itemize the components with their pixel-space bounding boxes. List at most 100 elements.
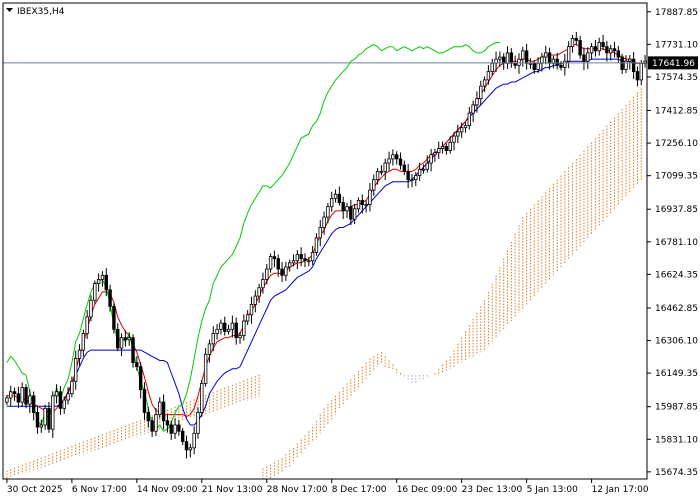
dropdown-triangle-icon[interactable] xyxy=(6,8,13,12)
candle-body xyxy=(536,62,540,70)
candle-body xyxy=(467,112,472,127)
candle-body xyxy=(85,316,89,334)
candle-body xyxy=(173,424,177,434)
candle-body xyxy=(108,289,112,307)
candle-body xyxy=(337,193,342,203)
candle-body xyxy=(318,227,322,239)
chikou-span-line xyxy=(6,42,500,432)
candle-body xyxy=(284,266,288,276)
candle-body xyxy=(9,391,13,399)
candle-body xyxy=(77,349,82,359)
candle-body xyxy=(215,328,219,334)
candle-body xyxy=(127,337,131,341)
candle-body xyxy=(471,104,475,114)
candle-body xyxy=(81,333,86,351)
candle-body xyxy=(333,193,338,199)
candle-body xyxy=(104,274,108,291)
candle-body xyxy=(509,52,514,64)
candle-body xyxy=(589,46,594,54)
candle-body xyxy=(624,60,628,70)
candle-body xyxy=(628,58,632,62)
kijun-sen-line xyxy=(6,58,646,426)
candle-body xyxy=(601,42,605,48)
plot-frame xyxy=(2,2,648,480)
candle-body xyxy=(93,283,97,301)
candle-body xyxy=(398,158,403,166)
x-tick-label: 6 Nov 17:00 xyxy=(72,485,127,495)
x-tick-label: 28 Nov 17:00 xyxy=(267,485,328,495)
candle-body xyxy=(280,268,284,276)
candle-body xyxy=(287,262,292,268)
candle-body xyxy=(192,432,196,449)
candle-body xyxy=(47,407,51,430)
candle-body xyxy=(482,79,487,87)
candle-body xyxy=(486,71,491,81)
candle-body xyxy=(559,64,563,68)
y-tick-label: 16149.35 xyxy=(655,369,698,379)
candle-body xyxy=(28,395,32,405)
candle-body xyxy=(513,62,517,66)
symbol-title: IBEX35,H4 xyxy=(17,7,65,17)
candle-body xyxy=(299,254,303,260)
candle-body xyxy=(364,204,368,207)
ichimoku-lines xyxy=(6,42,646,432)
candle-body xyxy=(574,37,579,41)
x-tick-label: 5 Jan 13:00 xyxy=(527,485,579,495)
candle-body xyxy=(43,407,47,426)
candle-body xyxy=(429,154,433,164)
candle-body xyxy=(303,258,307,262)
candle-body xyxy=(402,164,407,172)
x-tick-label: 23 Dec 13:00 xyxy=(462,485,523,495)
y-tick-label: 16781.10 xyxy=(655,238,698,248)
y-tick-label: 15987.85 xyxy=(655,403,698,413)
candle-body xyxy=(341,202,345,212)
candle-body xyxy=(391,154,395,160)
candle-body xyxy=(200,382,204,413)
candle-body xyxy=(406,170,410,181)
candle-body xyxy=(586,52,590,62)
candle-body xyxy=(566,46,571,62)
candle-body xyxy=(226,328,231,332)
y-tick-label: 17731.10 xyxy=(655,40,698,50)
candle-body xyxy=(211,333,215,345)
candle-body xyxy=(597,42,601,52)
current-price-badge: 17641.96 xyxy=(648,56,698,70)
candle-body xyxy=(31,395,36,413)
candle-body xyxy=(475,98,479,106)
candle-body xyxy=(24,387,28,405)
ichimoku-cloud xyxy=(6,88,642,479)
candle-body xyxy=(265,268,269,280)
candle-body xyxy=(490,62,494,72)
candle-body xyxy=(375,170,380,181)
candle-body xyxy=(51,395,55,430)
candle-body xyxy=(352,208,357,220)
candle-body xyxy=(540,56,544,64)
candle-body xyxy=(612,48,617,52)
candle-body xyxy=(368,189,372,206)
candle-body xyxy=(616,50,621,58)
x-tick-label: 16 Dec 09:00 xyxy=(397,485,458,495)
candle-body xyxy=(414,175,418,181)
tenkan-sen-line xyxy=(6,44,646,418)
candle-body xyxy=(544,52,548,58)
candle-body xyxy=(345,206,349,212)
candle-body xyxy=(360,200,365,206)
y-tick-label: 16624.35 xyxy=(655,270,698,280)
candle-body xyxy=(131,337,135,363)
candle-body xyxy=(383,162,387,172)
candle-body xyxy=(58,391,63,409)
candle-body xyxy=(437,148,441,154)
candle-body xyxy=(452,135,456,143)
candle-body xyxy=(66,393,70,401)
candle-body xyxy=(268,256,273,270)
candle-body xyxy=(119,337,124,349)
candle-body xyxy=(96,279,101,285)
candle-body xyxy=(20,387,24,403)
candle-body xyxy=(608,48,613,54)
candle-body xyxy=(448,141,452,151)
candle-body xyxy=(257,287,261,297)
candle-body xyxy=(219,322,223,330)
candle-body xyxy=(326,206,330,218)
candle-body xyxy=(291,260,296,264)
